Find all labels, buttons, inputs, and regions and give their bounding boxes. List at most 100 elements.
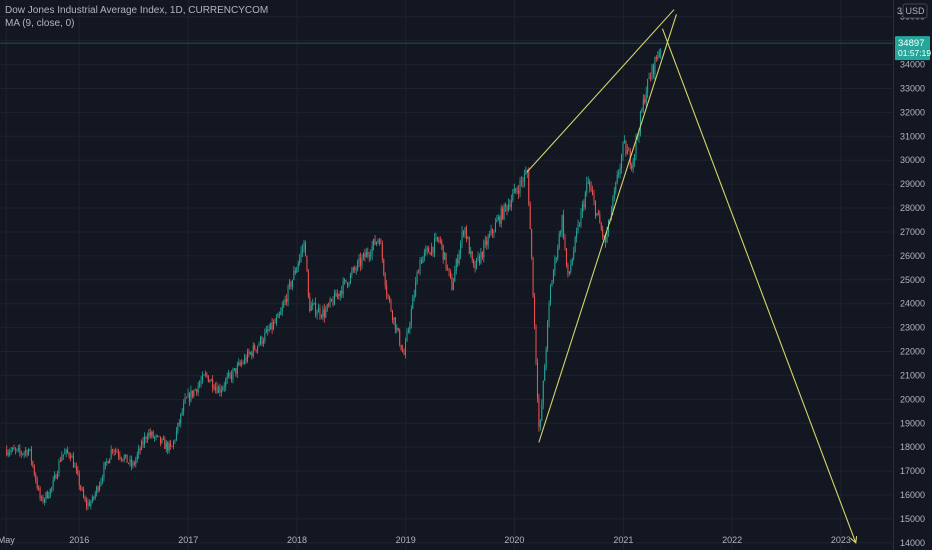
candle-body (104, 461, 106, 466)
candle-body (299, 257, 301, 264)
upper-trend-line[interactable] (526, 9, 675, 173)
candle-body (574, 237, 576, 252)
candle-body (112, 449, 114, 452)
legend-ma-indicator[interactable]: MA (9, close, 0) (5, 18, 75, 29)
candle-body (39, 488, 41, 499)
candle-body (300, 251, 302, 258)
candle-body (123, 456, 125, 461)
candle-body (278, 314, 280, 316)
candle-body (22, 453, 24, 455)
candle-body (116, 450, 118, 453)
candle-body (426, 248, 428, 250)
candle-body (451, 277, 453, 290)
y-tick-label: 33000 (900, 83, 925, 93)
candle-body (129, 459, 131, 464)
candle-body (322, 309, 324, 317)
candle-body (439, 240, 441, 242)
candle-body (132, 462, 134, 466)
candle-body (75, 466, 77, 470)
candle-body (644, 99, 646, 103)
candle-body (287, 285, 289, 303)
candle-body (351, 271, 353, 275)
candle-body (316, 312, 318, 315)
candle-body (584, 192, 586, 208)
candle-body (183, 403, 185, 413)
candle-body (642, 99, 644, 111)
candle-body (148, 432, 150, 438)
currency-label[interactable]: USD (905, 6, 925, 16)
candle-body (181, 412, 183, 414)
candle-body (283, 302, 285, 307)
candle-body (326, 304, 328, 311)
candle-body (180, 413, 182, 424)
candle-body (16, 449, 18, 450)
lower-trend-line[interactable] (538, 14, 677, 443)
candle-body (565, 248, 567, 266)
projection-arrow-line[interactable] (661, 28, 857, 544)
candle-body (25, 450, 27, 453)
y-tick-label: 14000 (900, 538, 925, 548)
candle-body (618, 174, 620, 176)
candle-body (125, 454, 127, 457)
candle-body (557, 247, 559, 259)
x-tick-label: 2016 (69, 535, 89, 545)
candle-body (531, 229, 533, 258)
drawings[interactable] (0, 9, 893, 544)
candle-body (570, 265, 572, 272)
candle-body (158, 435, 160, 437)
candle-body (41, 497, 43, 499)
candle-body (145, 436, 147, 440)
candle-body (32, 461, 34, 467)
candle-body (378, 240, 380, 244)
candle-body (606, 232, 608, 243)
candle-body (599, 214, 601, 224)
candle-body (580, 212, 582, 226)
x-tick-label: 2020 (504, 535, 524, 545)
candle-body (312, 303, 314, 306)
candle-body (393, 317, 395, 320)
candle-body (631, 165, 633, 169)
candle-body (333, 292, 335, 305)
candle-body (77, 469, 79, 474)
candle-body (489, 234, 491, 238)
candle-body (512, 193, 514, 201)
candle-body (289, 282, 291, 286)
candle-body (120, 457, 122, 460)
candle-body (616, 175, 618, 183)
candle-body (332, 301, 334, 305)
candle-body (648, 77, 650, 79)
candle-body (23, 452, 25, 454)
candle-body (296, 268, 298, 273)
candle-body (449, 271, 451, 278)
candle-body (65, 449, 67, 453)
candle-body (78, 473, 80, 486)
x-tick-label: 2022 (722, 535, 742, 545)
candle-body (477, 256, 479, 259)
candle-body (193, 390, 195, 397)
candle-body (35, 474, 37, 481)
candle-body (518, 191, 520, 194)
candle-body (262, 341, 264, 344)
candle-body (238, 362, 240, 365)
candle-body (331, 299, 333, 302)
candle-body (364, 253, 366, 258)
x-tick-label: 2017 (178, 535, 198, 545)
candle-body (304, 242, 306, 257)
candle-body (660, 49, 662, 52)
candle-body (623, 140, 625, 143)
candle-body (658, 51, 660, 57)
candle-body (96, 487, 98, 494)
currency-badge[interactable] (902, 3, 928, 19)
candle-body (348, 282, 350, 286)
candle-body (319, 307, 321, 316)
candle-body (62, 454, 64, 456)
candle-body (441, 240, 443, 245)
candle-body (241, 363, 243, 365)
x-tick-label: 2023 (831, 535, 851, 545)
candle-body (391, 310, 393, 320)
candle-body (26, 450, 28, 455)
candle-body (460, 242, 462, 254)
candle-body (564, 237, 566, 249)
